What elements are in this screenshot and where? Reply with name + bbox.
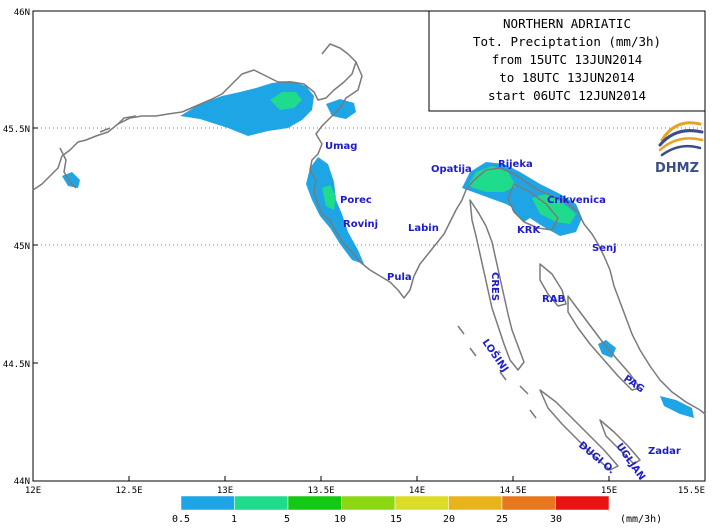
place-label-labin: Labin [408,223,439,234]
coast-italy [32,43,357,191]
tick-marks [32,10,706,482]
legend-label: 30 [550,514,562,525]
coast-krk [507,183,559,231]
legend-color-box [394,495,449,511]
legend-label: 15 [390,514,402,525]
place-label-krk: KRK [517,225,541,236]
legend-label: 25 [496,514,508,525]
place-label-rab: RAB [542,294,565,305]
lat-tick-labels: 46N 45.5N 45N 44.5N 44N [3,8,30,487]
coast-grado [99,115,137,133]
dhmz-logo: DHMZ [655,121,704,176]
legend-value-labels: 0.5 1 5 10 15 20 25 30 [172,514,562,525]
legend-color-box [501,495,556,511]
legend-label: 5 [284,514,290,525]
title-line-quantity: Tot. Preciptation (mm/3h) [473,34,661,49]
place-label-zadar: Zadar [648,446,681,457]
dhmz-swirl-icon [658,121,704,157]
precip-area-kvarner-core [468,166,516,192]
lon-tick-label: 13E [217,486,233,496]
place-label-porec: Porec [340,195,372,206]
coast-rab [539,263,567,307]
lon-tick-label: 15.5E [678,486,705,496]
title-line-from: from 15UTC 13JUN2014 [492,52,643,67]
legend-color-box [287,495,342,511]
color-legend: 0.5 1 5 10 15 20 25 30 (mm/3h) [172,495,662,525]
legend-unit: (mm/3h) [620,514,662,525]
coast-lagoon [59,147,77,189]
precip-area-coast-south [660,396,694,418]
precip-area-porec-core [322,185,336,210]
place-label-rovinj: Rovinj [343,219,378,230]
lon-tick-labels: 12E 12.5E 13E 13.5E 14E 14.5E 15E 15.5E [25,486,705,496]
place-label-rijeka: Rijeka [498,159,533,170]
coastline [32,43,706,471]
coast-dugi [539,389,619,471]
legend-color-boxes [180,495,610,511]
legend-color-box [555,495,610,511]
coast-istria-west [309,61,706,415]
title-line-region: NORTHERN ADRIATIC [503,16,631,31]
dhmz-logo-text: DHMZ [655,161,699,176]
gridlines [33,127,705,246]
lat-tick-label: 45N [14,242,30,252]
lat-tick-label: 44.5N [3,360,30,370]
precipitation-fields [62,81,694,418]
lon-tick-label: 12E [25,486,41,496]
title-line-start: start 06UTC 12JUN2014 [488,88,646,103]
precip-area-west-istria [306,157,364,264]
place-label-pula: Pula [387,272,412,283]
lon-tick-label: 14E [409,486,425,496]
lon-tick-label: 15E [601,486,617,496]
lon-tick-label: 14.5E [499,486,526,496]
lat-tick-label: 44N [14,477,30,487]
legend-color-box [234,495,289,511]
lat-tick-label: 45.5N [3,125,30,135]
coast-ugljan [599,419,641,465]
legend-label: 0.5 [172,514,190,525]
place-label-senj: Senj [592,243,617,254]
title-box: NORTHERN ADRIATIC Tot. Preciptation (mm/… [428,10,706,112]
title-line-to: to 18UTC 13JUN2014 [499,70,634,85]
place-label-crikvenica: Crikvenica [547,195,606,206]
legend-label: 20 [443,514,455,525]
place-label-umag: Umag [325,141,357,152]
lat-tick-label: 46N [14,8,30,18]
lon-tick-label: 13.5E [307,486,334,496]
legend-label: 10 [334,514,346,525]
place-label-cres: CRES [489,272,500,301]
lon-tick-label: 12.5E [115,486,142,496]
coast-pag [567,295,641,391]
precip-area-trieste-core [270,92,302,110]
legend-color-box [180,495,235,511]
legend-color-box [448,495,503,511]
coast-islets [457,325,537,419]
place-label-opatija: Opatija [431,164,472,175]
legend-color-box [341,495,396,511]
legend-label: 1 [231,514,237,525]
coast-cres [469,199,525,371]
